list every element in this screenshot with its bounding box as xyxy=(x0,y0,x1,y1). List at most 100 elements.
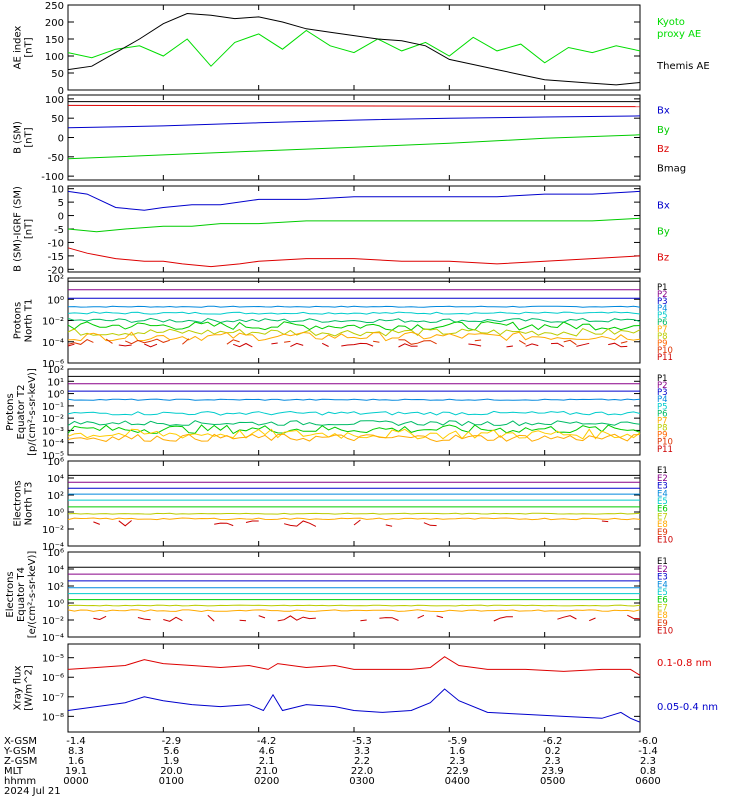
series-label-pn: P6 xyxy=(657,318,668,328)
series-line-ee-e9 xyxy=(93,615,107,621)
footer-value: 2.3 xyxy=(545,756,561,767)
series-line-pn-p11 xyxy=(398,343,418,348)
series-line-xray-0-05-0-4-nm xyxy=(67,688,641,723)
series-line-bigrf-by xyxy=(67,217,641,233)
footer-value: 19.1 xyxy=(65,766,87,777)
y-tick-label-bigrf: -5 xyxy=(54,225,64,236)
y-axis-label-ee: Electrons xyxy=(5,571,16,617)
series-label-bsm: By xyxy=(657,125,670,136)
series-line-pn-p10 xyxy=(105,338,113,344)
series-line-pn-p10 xyxy=(398,339,437,345)
series-label-pn: P4 xyxy=(657,304,668,314)
footer-value: -6.0 xyxy=(638,736,658,747)
footer-row-label: Z-GSM xyxy=(4,756,37,767)
series-line-pn-p10 xyxy=(518,339,526,345)
series-line-pn-p11 xyxy=(67,343,75,347)
y-tick-label-bigrf: 0 xyxy=(58,212,64,223)
series-line-bsm-bz xyxy=(67,104,641,108)
y-tick-label-en: 10⁻² xyxy=(42,525,64,536)
y-tick-label-bigrf: 10 xyxy=(51,185,64,196)
footer-value: 22.9 xyxy=(446,766,468,777)
footer-value: 0100 xyxy=(159,776,184,787)
series-line-pe-p9 xyxy=(67,433,641,443)
series-line-pn-p7 xyxy=(67,321,641,331)
series-line-pe-p8 xyxy=(67,428,641,440)
footer-row-label: X-GSM xyxy=(4,736,37,747)
footer-value: -5.9 xyxy=(448,736,468,747)
y-tick-label-pe: 10¹ xyxy=(47,377,64,388)
series-line-ee-e9 xyxy=(417,614,425,619)
series-label-pn: P2 xyxy=(657,290,668,300)
footer-value: 4.6 xyxy=(259,746,275,757)
series-label-pn: P7 xyxy=(657,325,668,335)
series-label-pn: P9 xyxy=(657,339,668,349)
y-tick-label-en: 10⁶ xyxy=(47,457,64,468)
series-label-ee: E8 xyxy=(657,611,668,621)
footer-value: 0300 xyxy=(349,776,374,787)
series-line-pn-p11 xyxy=(341,342,374,347)
series-line-pn-p11 xyxy=(118,344,132,347)
series-label-en: E3 xyxy=(657,482,668,492)
series-label-en: E6 xyxy=(657,505,668,515)
series-line-ee-e9 xyxy=(239,619,247,622)
series-line-pn-p9 xyxy=(67,331,641,342)
series-label-ee: E3 xyxy=(657,573,668,583)
footer-row-label: hhmm xyxy=(4,776,36,787)
series-label-bigrf: Bx xyxy=(657,200,670,211)
series-line-pn-p11 xyxy=(144,343,158,348)
series-label-pe: P1 xyxy=(657,374,668,384)
series-line-en-e7 xyxy=(67,512,641,515)
series-line-en-e9 xyxy=(353,519,361,526)
series-line-bsm-bx xyxy=(67,115,641,129)
series-line-en-e9 xyxy=(245,520,259,523)
series-label-pn: P10 xyxy=(657,346,673,356)
series-line-en-e9 xyxy=(118,520,132,527)
footer-value: 23.9 xyxy=(542,766,564,777)
footer-value: 1.6 xyxy=(449,746,465,757)
series-line-pn-p6 xyxy=(67,317,641,324)
footer-value: 1.9 xyxy=(163,756,179,767)
series-line-pn-p11 xyxy=(321,342,329,347)
series-label-bsm: Bz xyxy=(657,144,669,155)
panel-frame-en xyxy=(67,460,641,547)
footer-value: 1.6 xyxy=(68,756,84,767)
y-tick-label-pn: 10⁰ xyxy=(47,295,64,306)
series-line-pe-p5 xyxy=(67,410,641,416)
series-label-en: E8 xyxy=(657,520,668,530)
footer-date: 2024 Jul 21 xyxy=(4,786,61,797)
series-line-en-e9 xyxy=(385,524,393,527)
series-line-ee-e9 xyxy=(277,615,316,622)
series-line-pn-p11 xyxy=(608,342,628,348)
series-line-pn-p4 xyxy=(67,305,641,308)
y-tick-label-pe: 10⁻⁵ xyxy=(42,451,64,462)
footer-value: -5.3 xyxy=(352,736,372,747)
footer-value: 2.3 xyxy=(640,756,656,767)
series-line-pn-p10 xyxy=(373,340,380,343)
series-line-bigrf-bz xyxy=(67,247,641,268)
series-label-bigrf: Bz xyxy=(657,252,669,263)
y-axis-label-bigrf: B (SM)-IGRF (SM) xyxy=(13,186,24,272)
footer-value: 0000 xyxy=(63,776,88,787)
series-line-pn-p10 xyxy=(563,339,577,346)
y-tick-label-xray: 10⁻⁸ xyxy=(42,712,64,723)
series-label-xray: 0.05-0.4 nm xyxy=(657,702,718,713)
footer-value: 20.0 xyxy=(160,766,182,777)
series-label-ae: Themis AE xyxy=(656,61,710,72)
series-line-pn-p11 xyxy=(271,342,278,345)
y-tick-label-ee: 10⁴ xyxy=(47,565,64,576)
series-line-ee-e9 xyxy=(627,614,641,620)
series-label-pe: P9 xyxy=(657,431,668,441)
y-tick-label-ee: 10⁻² xyxy=(42,616,64,627)
series-line-en-e9 xyxy=(93,521,100,525)
series-line-ee-e9 xyxy=(258,615,266,619)
y-tick-label-xray: 10⁻⁷ xyxy=(42,693,64,704)
panel-frame-xray xyxy=(67,643,641,733)
series-line-en-e9 xyxy=(423,522,437,527)
y-axis-label-xray: [W/m^2] xyxy=(24,665,35,711)
series-line-pn-p10 xyxy=(284,340,291,343)
series-label-pe: P6 xyxy=(657,409,668,419)
series-label-pe: P8 xyxy=(657,424,668,434)
series-label-pe: P7 xyxy=(657,416,668,426)
series-line-pn-p10 xyxy=(182,338,190,345)
series-line-pn-p11 xyxy=(233,342,253,348)
